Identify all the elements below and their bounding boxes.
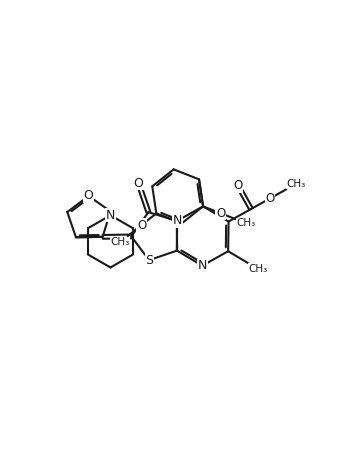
Text: CH₃: CH₃ (248, 264, 268, 274)
Text: CH₃: CH₃ (287, 178, 306, 188)
Text: O: O (233, 179, 243, 192)
Text: O: O (84, 189, 94, 202)
Text: N: N (106, 209, 115, 222)
Text: O: O (137, 218, 146, 231)
Text: S: S (145, 254, 153, 267)
Text: O: O (266, 192, 275, 205)
Text: CH₃: CH₃ (110, 238, 129, 248)
Text: O: O (134, 177, 143, 189)
Text: CH₃: CH₃ (237, 218, 256, 228)
Text: N: N (198, 259, 207, 272)
Text: N: N (172, 214, 182, 228)
Text: O: O (216, 207, 225, 220)
